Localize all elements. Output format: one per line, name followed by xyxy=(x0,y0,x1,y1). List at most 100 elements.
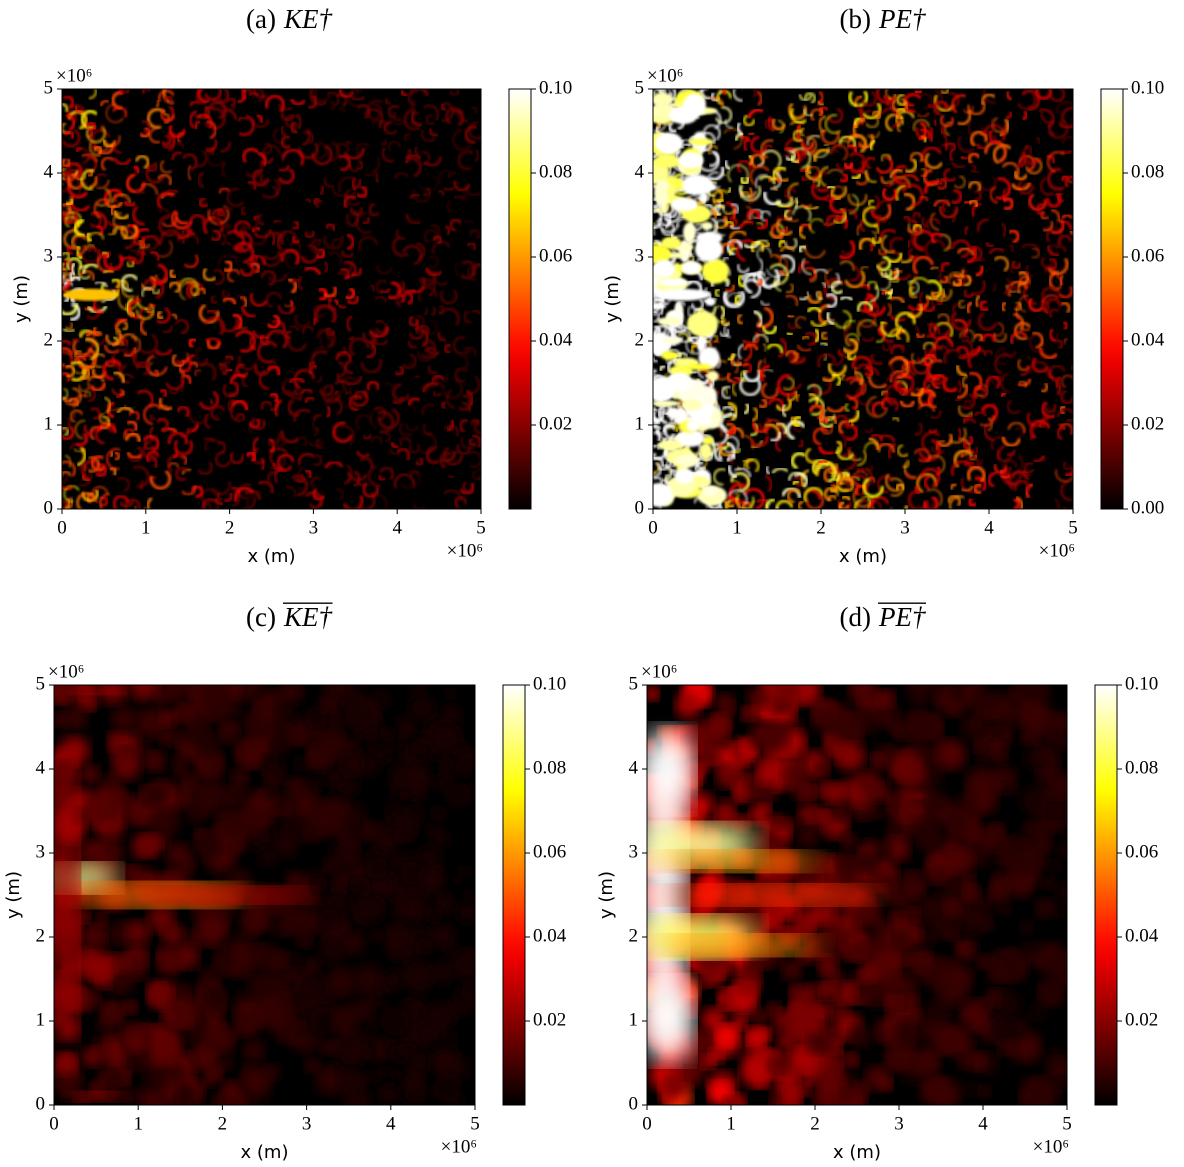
field-texture xyxy=(100,156,115,171)
field-texture xyxy=(808,397,825,416)
field-texture xyxy=(1008,229,1020,244)
field-texture xyxy=(797,786,815,804)
field-texture xyxy=(105,103,124,123)
field-texture xyxy=(233,486,254,503)
field-texture xyxy=(187,337,197,348)
field-texture xyxy=(839,140,850,146)
field-texture xyxy=(871,236,882,244)
field-texture xyxy=(253,232,268,245)
field-texture xyxy=(62,210,78,225)
field-texture xyxy=(718,443,731,457)
field-texture xyxy=(715,806,736,828)
field-texture xyxy=(206,1067,222,1083)
field-texture xyxy=(111,706,138,733)
field-texture xyxy=(817,304,831,326)
field-texture xyxy=(467,264,480,281)
field-texture xyxy=(889,271,900,283)
field-texture xyxy=(859,107,867,123)
x-tick-label: 2 xyxy=(816,517,826,538)
field-texture xyxy=(371,436,383,445)
field-texture xyxy=(327,251,343,266)
field-texture xyxy=(801,258,812,275)
field-texture xyxy=(815,291,824,300)
field-texture xyxy=(904,906,921,923)
colorbar-tick-label: 0.08 xyxy=(533,757,566,778)
field-texture xyxy=(743,435,754,450)
field-texture xyxy=(468,122,481,139)
field-texture xyxy=(780,254,796,274)
field-texture xyxy=(921,930,937,946)
field-texture xyxy=(286,776,306,797)
y-tick-label: 0 xyxy=(635,497,645,518)
panel-symbol: KE† xyxy=(283,4,333,34)
field-texture xyxy=(923,475,931,490)
field-texture xyxy=(829,508,831,509)
field-texture xyxy=(933,94,955,112)
plot-frame xyxy=(53,684,476,1106)
field-texture xyxy=(884,384,906,406)
field-texture xyxy=(813,463,826,470)
field-texture xyxy=(935,739,967,770)
field-texture xyxy=(159,208,170,220)
field-texture xyxy=(787,182,799,203)
field-texture xyxy=(870,752,886,768)
field-texture xyxy=(73,394,89,409)
field-texture xyxy=(364,108,383,122)
field-texture xyxy=(179,282,198,300)
field-texture xyxy=(795,124,803,141)
field-texture xyxy=(750,136,768,154)
field-texture xyxy=(696,334,707,353)
field-texture xyxy=(206,339,221,351)
field-texture xyxy=(304,197,312,204)
field-texture xyxy=(831,488,839,497)
field-texture xyxy=(912,212,921,219)
field-texture xyxy=(231,256,240,259)
field-texture xyxy=(737,343,745,360)
field-texture xyxy=(155,99,160,108)
field-texture xyxy=(413,374,422,379)
field-texture xyxy=(759,364,771,382)
field-texture xyxy=(867,280,878,290)
field-texture xyxy=(348,438,356,446)
field-texture xyxy=(908,286,918,299)
field-texture xyxy=(762,325,778,335)
field-texture xyxy=(210,229,221,241)
field-texture xyxy=(425,905,445,925)
field-texture xyxy=(123,346,137,358)
field-texture xyxy=(266,292,282,308)
panel-label: (a) xyxy=(246,4,276,34)
field-texture xyxy=(226,96,237,108)
field-texture xyxy=(240,262,255,277)
field-texture xyxy=(686,419,700,432)
field-texture xyxy=(126,1032,147,1054)
field-texture xyxy=(903,192,916,211)
field-texture xyxy=(817,353,836,368)
field-texture xyxy=(987,960,1010,983)
field-texture xyxy=(1020,785,1051,816)
field-texture xyxy=(930,867,948,884)
field-texture xyxy=(1040,382,1049,393)
field-texture xyxy=(243,1039,265,1062)
field-texture xyxy=(860,283,871,292)
field-texture xyxy=(315,1064,347,1095)
field-texture xyxy=(318,287,329,301)
field-texture xyxy=(993,322,1004,337)
field-texture xyxy=(312,414,322,432)
field-texture xyxy=(62,705,88,730)
field-texture xyxy=(800,203,813,208)
field-texture xyxy=(232,369,240,380)
field-texture xyxy=(431,374,445,385)
field-texture xyxy=(161,134,173,147)
field-texture xyxy=(278,248,287,259)
field-texture xyxy=(83,924,107,948)
field-texture xyxy=(389,116,409,125)
field-texture xyxy=(381,969,405,992)
field-texture xyxy=(1006,448,1016,457)
field-texture xyxy=(939,126,946,136)
field-texture xyxy=(1018,380,1027,389)
field-texture xyxy=(829,196,847,214)
field-texture xyxy=(462,310,473,324)
x-tick-label: 5 xyxy=(476,517,486,538)
field-texture xyxy=(661,464,673,482)
field-texture xyxy=(888,252,903,264)
